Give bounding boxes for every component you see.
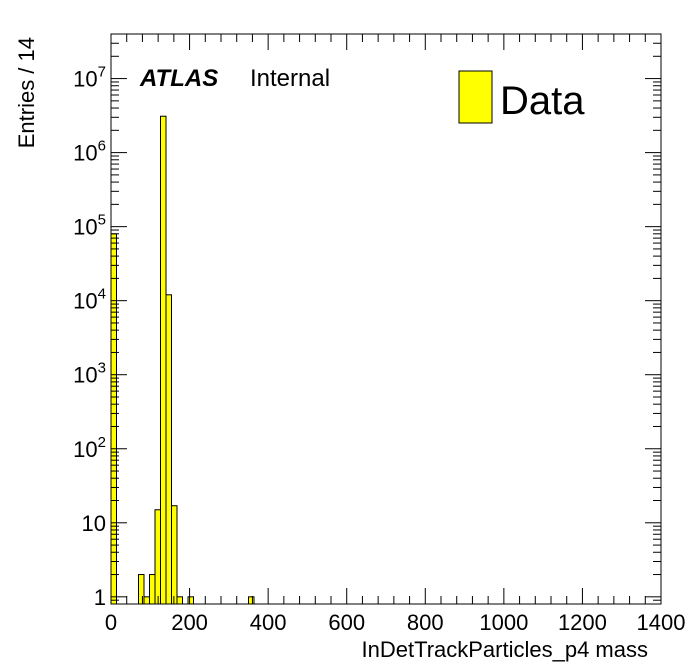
atlas-internal-label: Internal — [250, 65, 330, 92]
histogram-bar-4 — [154, 509, 161, 605]
atlas-label: ATLAS — [139, 65, 218, 92]
axis-ticks — [110, 33, 662, 605]
y-axis-title: Entries / 14 — [14, 37, 39, 148]
histogram-bar-0 — [110, 233, 117, 605]
histogram-bar-7 — [171, 505, 178, 605]
histogram-bar-3 — [149, 574, 156, 605]
x-tick-label: 1400 — [637, 610, 686, 635]
y-tick-label: 104 — [73, 286, 106, 314]
histogram-bar-9 — [187, 596, 194, 605]
x-tick-label: 0 — [105, 610, 117, 635]
histogram-bar-6 — [165, 294, 172, 605]
y-tick-label: 106 — [73, 138, 106, 166]
y-tick-label: 105 — [73, 212, 106, 240]
y-tick-labels: 1 10 102 103 104 105 106 107 — [73, 64, 106, 610]
histogram-bars — [110, 115, 255, 605]
histogram-bar-1 — [138, 574, 145, 605]
x-tick-label: 1000 — [479, 610, 528, 635]
histogram-bar-8 — [176, 596, 183, 605]
y-tick-label: 107 — [73, 64, 106, 92]
x-tick-label: 600 — [328, 610, 365, 635]
histogram-bar-10 — [248, 596, 255, 605]
x-axis-title: InDetTrackParticles_p4 mass — [361, 637, 648, 662]
histogram-bar-5 — [160, 115, 167, 605]
y-tick-label: 103 — [73, 360, 106, 388]
x-tick-label: 200 — [171, 610, 208, 635]
legend-swatch-data — [458, 70, 493, 124]
y-tick-label: 1 — [94, 585, 106, 610]
y-tick-label: 102 — [73, 434, 106, 462]
legend-label-data: Data — [500, 79, 585, 123]
x-tick-label: 400 — [250, 610, 287, 635]
histogram-bar-2 — [143, 596, 150, 605]
plot-frame — [110, 33, 662, 605]
x-tick-labels: 0 200 400 600 800 1000 1200 1400 — [105, 610, 686, 635]
x-tick-label: 1200 — [558, 610, 607, 635]
x-tick-label: 800 — [407, 610, 444, 635]
y-tick-label: 10 — [82, 511, 106, 536]
